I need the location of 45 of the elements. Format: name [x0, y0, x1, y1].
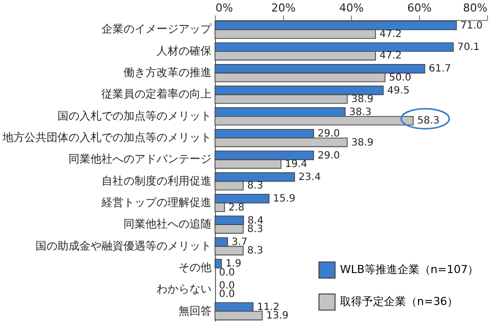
- y-tick-label: 人材の確保: [156, 44, 212, 58]
- legend-label: 取得予定企業（n=36）: [340, 295, 458, 308]
- data-label: 50.0: [389, 72, 412, 84]
- x-tick-label: 20%: [271, 2, 296, 14]
- data-label: 0.0: [219, 267, 235, 278]
- x-tick-label: 60%: [407, 2, 432, 14]
- y-tick-label: 国の入札での加点等のメリット: [58, 109, 212, 122]
- y-tick-label: 従業員の定着率の向上: [102, 88, 212, 101]
- data-label: 3.7: [232, 236, 248, 248]
- y-tick-label: その他: [178, 260, 212, 274]
- data-label: 19.4: [284, 159, 308, 170]
- data-label: 47.2: [379, 50, 402, 62]
- data-label: 38.9: [351, 94, 374, 106]
- data-label: 47.2: [379, 29, 402, 40]
- y-tick-label: 働き方改革の推進: [124, 66, 212, 80]
- data-label: 8.3: [247, 246, 264, 257]
- y-tick-label: わからない: [156, 282, 212, 296]
- data-label: 8.3: [247, 224, 264, 235]
- y-tick-label: 国の助成金や融資優遇等のメリット: [36, 239, 212, 252]
- data-label: 49.5: [387, 85, 410, 96]
- data-label: 58.3: [417, 116, 440, 127]
- data-label: 15.9: [273, 194, 296, 205]
- data-label: 23.4: [298, 172, 321, 183]
- data-label: 70.1: [457, 42, 480, 54]
- data-label: 38.9: [351, 137, 374, 148]
- y-tick-label: 自社の制度の利用促進: [102, 174, 212, 188]
- x-tick-label: 0%: [216, 2, 233, 14]
- data-label: 29.0: [318, 128, 340, 140]
- data-label: 8.3: [247, 180, 264, 192]
- x-tick-label: 80%: [463, 2, 488, 14]
- data-label: 71.0: [460, 20, 483, 32]
- legend-label: WLB等推進企業（n=107）: [340, 263, 479, 276]
- x-tick-label: 40%: [339, 2, 364, 14]
- y-tick-label: 同業他社へのアドバンテージ: [68, 152, 212, 166]
- y-tick-label: 企業のイメージアップ: [102, 22, 212, 36]
- y-tick-label: 地方公共団体の入札での加点等のメリット: [2, 131, 212, 144]
- y-tick-label: 無回答: [178, 304, 212, 318]
- data-label: 29.0: [318, 150, 340, 162]
- data-label: 0.0: [219, 288, 235, 300]
- data-label: 2.8: [228, 202, 244, 214]
- y-tick-label: 経営トップの理解促進: [100, 196, 212, 209]
- y-tick-label: 同業他社への追随: [124, 218, 212, 231]
- data-label: 61.7: [428, 64, 452, 75]
- data-label: 13.9: [266, 310, 289, 322]
- data-label: 38.3: [349, 107, 372, 118]
